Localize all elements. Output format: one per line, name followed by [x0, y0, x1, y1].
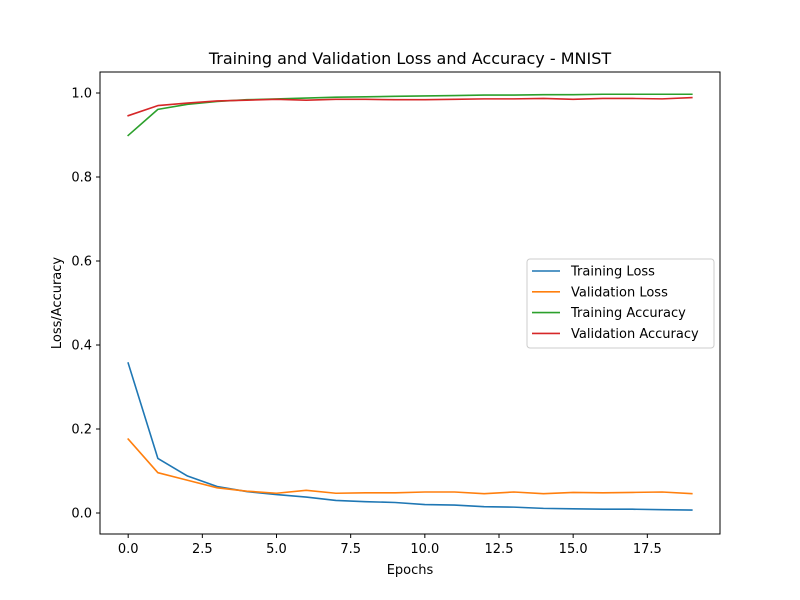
series-line-validation-loss: [127, 437, 693, 495]
x-tick-label: 5.0: [266, 542, 287, 557]
x-axis-ticks: 0.0 2.5 5.0 7.5 10.0 12.5 15.0 17.5: [118, 534, 662, 557]
x-tick-label: 17.5: [633, 542, 662, 557]
series-line-training-loss: [127, 362, 693, 511]
x-tick-label: 12.5: [485, 542, 514, 557]
series-lines: [127, 93, 693, 511]
y-tick-label: 0.6: [71, 255, 92, 270]
x-tick-label: 7.5: [340, 542, 361, 557]
series-line-validation-accuracy: [127, 96, 693, 117]
x-tick-label: 0.0: [118, 542, 139, 557]
y-tick-label: 1.0: [71, 87, 92, 102]
y-tick-label: 0.2: [71, 423, 92, 438]
x-axis-label: Epochs: [387, 563, 434, 578]
chart-title: Training and Validation Loss and Accurac…: [208, 49, 612, 68]
y-tick-label: 0.8: [71, 171, 92, 186]
plot-frame: [99, 71, 721, 535]
legend-label: Training Accuracy: [570, 306, 686, 321]
legend-label: Validation Loss: [571, 285, 668, 300]
x-tick-label: 15.0: [559, 542, 588, 557]
y-tick-label: 0.0: [71, 507, 92, 522]
y-axis-ticks: 0.0 0.2 0.4 0.6 0.8 1.0: [71, 87, 100, 522]
y-tick-label: 0.4: [71, 339, 92, 354]
y-axis-label: Loss/Accuracy: [50, 257, 65, 350]
x-tick-label: 10.0: [410, 542, 439, 557]
legend-box: [526, 258, 715, 349]
legend-label: Validation Accuracy: [571, 327, 699, 342]
legend: Training Loss Validation Loss Training Acc…: [526, 258, 715, 349]
legend-label: Training Loss: [570, 265, 655, 280]
x-tick-label: 2.5: [192, 542, 213, 557]
plot-area: 0.0 2.5 5.0 7.5 10.0 12.5 15.0 17.5 0.00.20.40.…: [71, 71, 721, 557]
